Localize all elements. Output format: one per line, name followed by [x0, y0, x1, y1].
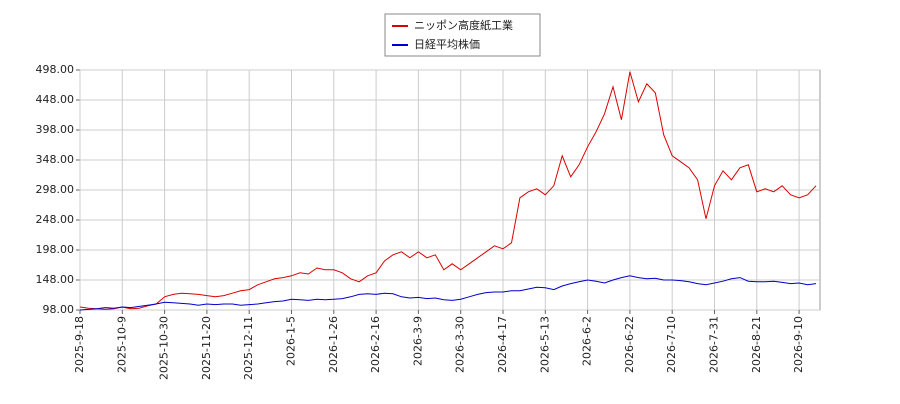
x-tick-label: 2026-9-10 — [792, 316, 805, 373]
x-tick-label: 2025-11-20 — [200, 316, 213, 380]
y-tick-label: 198.00 — [36, 243, 75, 256]
x-tick-label: 2026-4-17 — [496, 316, 509, 373]
y-tick-label: 148.00 — [36, 273, 75, 286]
x-tick-label: 2026-6-22 — [623, 316, 636, 373]
y-tick-label: 498.00 — [36, 63, 75, 76]
y-tick-label: 398.00 — [36, 123, 75, 136]
x-tick-label: 2026-3-9 — [411, 316, 424, 366]
x-tick-label: 2026-6-2 — [581, 316, 594, 366]
y-tick-label: 348.00 — [36, 153, 75, 166]
x-tick-label: 2025-12-11 — [242, 316, 255, 380]
x-tick-label: 2025-10-9 — [115, 316, 128, 373]
x-tick-label: 2026-2-16 — [369, 316, 382, 373]
x-tick-label: 2026-7-10 — [665, 316, 678, 373]
x-tick-label: 2025-9-18 — [73, 316, 86, 373]
series-line — [79, 71, 817, 310]
x-tick-label: 2025-10-30 — [158, 316, 171, 380]
y-tick-label: 448.00 — [36, 93, 75, 106]
x-tick-label: 2026-8-21 — [750, 316, 763, 373]
y-tick-label: 248.00 — [36, 213, 75, 226]
x-tick-label: 2026-3-30 — [454, 316, 467, 373]
x-tick-label: 2026-1-5 — [285, 316, 298, 366]
legend-box — [384, 13, 541, 57]
legend-label: 日経平均株価 — [414, 37, 480, 51]
x-tick-label: 2026-5-13 — [538, 316, 551, 373]
series-line — [79, 275, 817, 311]
y-tick-label: 98.00 — [43, 303, 75, 316]
x-tick-label: 2026-7-31 — [708, 316, 721, 373]
x-tick-label: 2026-1-26 — [327, 316, 340, 373]
legend-label: ニッポン高度紙工業 — [414, 18, 513, 32]
y-tick-label: 298.00 — [36, 183, 75, 196]
